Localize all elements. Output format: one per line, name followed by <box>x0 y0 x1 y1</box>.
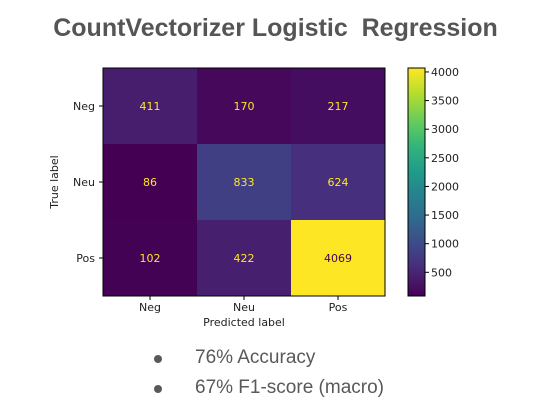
heatmap-cell <box>103 68 197 144</box>
heatmap-cells <box>103 68 385 296</box>
cell-value-label: 86 <box>143 176 157 189</box>
x-tick-label: Neu <box>233 301 255 314</box>
colorbar-tick-label: 3000 <box>431 123 459 136</box>
y-tick-label: Neg <box>73 100 95 113</box>
heatmap-cell <box>103 220 197 296</box>
cell-value-label: 102 <box>140 252 161 265</box>
metrics-list: 76% Accuracy 67% F1-score (macro) <box>150 343 384 403</box>
heatmap-cell <box>197 220 291 296</box>
colorbar-tick-label: 4000 <box>431 66 459 79</box>
cell-value-label: 217 <box>328 100 349 113</box>
heatmap-axes: Neg Neu Pos Neg Neu Pos Predicted label True la… <box>48 67 386 329</box>
heatmap-cell-labels: 411 170 217 86 833 624 102 422 4069 <box>140 100 353 265</box>
f1-score-text: 67% F1-score (macro) <box>195 377 384 398</box>
heatmap-cell <box>291 144 385 220</box>
heatmap-cell <box>103 144 197 220</box>
y-axis-label: True label <box>48 155 61 209</box>
heatmap-cell <box>197 68 291 144</box>
cell-value-label: 4069 <box>324 252 352 265</box>
x-tick-label: Neg <box>139 301 161 314</box>
colorbar-tick-label: 1000 <box>431 238 459 251</box>
accuracy-text: 76% Accuracy <box>195 347 316 368</box>
bullet-dot-icon <box>154 355 162 363</box>
cell-value-label: 422 <box>234 252 255 265</box>
cell-value-label: 833 <box>234 176 255 189</box>
colorbar-tick-label: 500 <box>431 266 452 279</box>
heatmap-cell <box>291 68 385 144</box>
cell-value-label: 411 <box>140 100 161 113</box>
cell-value-label: 624 <box>328 176 349 189</box>
y-tick-label: Pos <box>76 252 95 265</box>
x-tick-label: Pos <box>329 301 348 314</box>
colorbar-tick-label: 2500 <box>431 152 459 165</box>
f1-score-bullet: 67% F1-score (macro) <box>150 373 384 403</box>
heatmap-cell <box>197 144 291 220</box>
colorbar-tick-label: 2000 <box>431 180 459 193</box>
colorbar: 500 1000 1500 2000 2500 3000 3500 4000 <box>407 66 459 297</box>
y-tick-label: Neu <box>73 176 95 189</box>
x-axis-label: Predicted label <box>203 316 285 329</box>
heatmap-cell <box>291 220 385 296</box>
colorbar-tick-label: 3500 <box>431 95 459 108</box>
bullet-dot-icon <box>154 385 162 393</box>
slide-title: CountVectorizer Logistic Regression <box>53 14 498 42</box>
colorbar-gradient <box>407 67 426 297</box>
colorbar-tick-label: 1500 <box>431 209 459 222</box>
cell-value-label: 170 <box>234 100 255 113</box>
accuracy-bullet: 76% Accuracy <box>150 343 384 373</box>
